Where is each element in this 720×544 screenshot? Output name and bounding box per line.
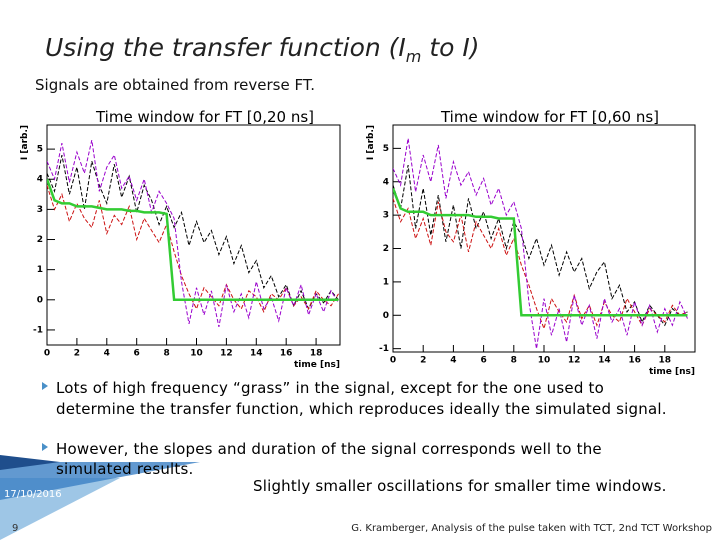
x-tick-label: 10 xyxy=(190,349,203,359)
bullet-text: Lots of high frequency “grass” in the si… xyxy=(56,379,667,418)
series-line xyxy=(393,187,688,317)
decoration xyxy=(0,455,60,470)
remark: Slightly smaller oscillations for smalle… xyxy=(253,477,667,495)
x-tick-label: 16 xyxy=(280,349,293,359)
y-tick-label: 4 xyxy=(37,175,43,185)
x-tick-label: 8 xyxy=(511,356,517,366)
y-tick-label: 3 xyxy=(383,211,389,221)
x-tick-label: 4 xyxy=(104,349,110,359)
x-tick-label: 14 xyxy=(250,349,263,359)
title-part: Using the transfer function (I xyxy=(45,33,406,62)
x-tick-label: 6 xyxy=(480,356,486,366)
series-line xyxy=(47,154,339,311)
plot-frame xyxy=(46,124,341,346)
x-tick-label: 10 xyxy=(538,356,551,366)
subtitle: Signals are obtained from reverse FT. xyxy=(35,76,315,94)
x-tick-label: 14 xyxy=(598,356,611,366)
y-tick-label: -1 xyxy=(379,344,389,354)
y-tick-label: 2 xyxy=(383,244,389,254)
y-tick-label: 0 xyxy=(383,311,389,321)
credit: G. Kramberger, Analysis of the pulse tak… xyxy=(351,523,712,534)
series-line xyxy=(47,178,339,302)
x-tick-label: 6 xyxy=(134,349,140,359)
date: 17/10/2016 xyxy=(4,489,62,500)
y-axis-label: I [arb.] xyxy=(20,125,30,160)
series-line xyxy=(47,139,339,328)
series-line xyxy=(393,198,688,331)
y-axis-label: I [arb.] xyxy=(366,125,376,160)
x-tick-label: 0 xyxy=(390,356,396,366)
bullet-icon xyxy=(42,382,48,390)
title-part: to I) xyxy=(421,33,479,62)
y-tick-label: 5 xyxy=(37,145,43,155)
y-tick-label: -1 xyxy=(33,325,43,335)
chart-title: Time window for FT [0,20 ns] xyxy=(95,108,314,126)
x-tick-label: 2 xyxy=(74,349,80,359)
bullet-icon xyxy=(42,443,48,451)
series-line xyxy=(393,138,688,349)
x-tick-label: 4 xyxy=(450,356,456,366)
slide-title: Using the transfer function (Im to I) xyxy=(45,33,480,66)
y-tick-label: 1 xyxy=(383,277,389,287)
y-tick-label: 2 xyxy=(37,235,43,245)
x-tick-label: 12 xyxy=(568,356,581,366)
bullet-text: However, the slopes and duration of the … xyxy=(56,440,602,478)
x-tick-label: 18 xyxy=(659,356,672,366)
y-tick-label: 1 xyxy=(37,265,43,275)
chart-title: Time window for FT [0,60 ns] xyxy=(440,108,659,126)
y-tick-label: 0 xyxy=(37,295,43,305)
x-tick-label: 18 xyxy=(310,349,323,359)
decoration xyxy=(0,462,200,500)
x-tick-label: 0 xyxy=(44,349,50,359)
x-tick-label: 12 xyxy=(220,349,233,359)
x-tick-label: 16 xyxy=(628,356,641,366)
x-axis-label: time [ns] xyxy=(649,367,695,377)
y-tick-label: 3 xyxy=(37,205,43,215)
x-tick-label: 8 xyxy=(163,349,169,359)
y-tick-label: 5 xyxy=(383,144,389,154)
page-number: 9 xyxy=(12,523,18,534)
y-tick-label: 4 xyxy=(383,177,389,187)
x-tick-label: 2 xyxy=(420,356,426,366)
x-axis-label: time [ns] xyxy=(294,360,340,370)
title-subscript: m xyxy=(406,47,422,66)
